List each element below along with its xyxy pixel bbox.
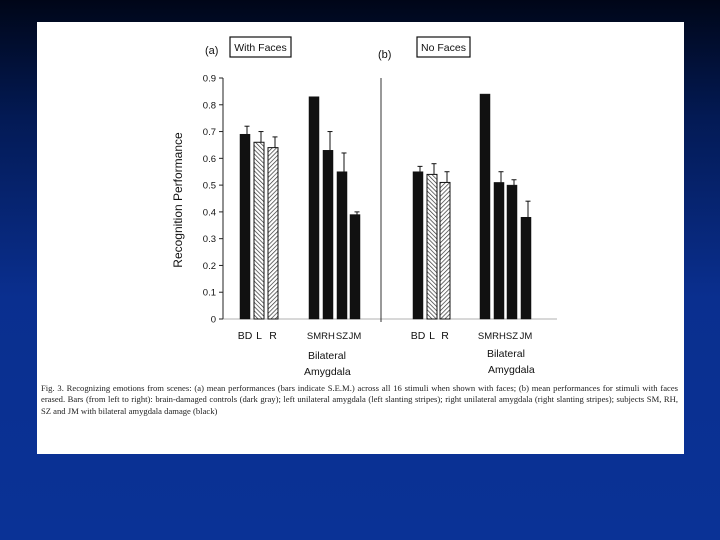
panel-b-title: No Faces: [421, 42, 466, 54]
y-tick-label: 0: [211, 315, 216, 326]
x-tick-label-sm: SM: [307, 331, 321, 342]
bilateral-label-a-line1: Bilateral: [308, 350, 346, 362]
y-tick-label: 0.5: [203, 181, 216, 192]
panel-a-letter: (a): [205, 45, 218, 57]
bar-no-faces-l: [426, 173, 438, 320]
bilateral-label-b-line1: Bilateral: [487, 348, 525, 360]
x-tick-label-r: R: [441, 330, 449, 342]
x-tick-label-sz: SZ: [506, 331, 518, 342]
x-tick-label-bd: BD: [411, 330, 426, 342]
y-tick-label: 0.1: [203, 288, 216, 299]
x-tick-label-l: L: [429, 330, 435, 342]
bar-with-faces-rh: [322, 150, 334, 320]
panel-b-letter: (b): [378, 49, 391, 61]
x-tick-label-rh: RH: [492, 331, 506, 342]
bilateral-label-a-line2: Amygdala: [304, 366, 351, 378]
bar-with-faces-sz: [336, 171, 348, 320]
slide-panel: (a) With Faces (b) No Faces Recognition …: [37, 22, 684, 454]
bar-with-faces-l: [253, 141, 265, 320]
x-tick-label-l: L: [256, 330, 262, 342]
x-tick-label-sz: SZ: [336, 331, 348, 342]
bar-no-faces-r: [439, 181, 451, 320]
y-tick-label: 0.8: [203, 100, 216, 111]
bilateral-label-b-line2: Amygdala: [488, 364, 535, 376]
x-tick-label-jm: JM: [520, 331, 533, 342]
y-tick-label: 0.3: [203, 234, 216, 245]
bar-no-faces-rh: [493, 182, 505, 320]
bar-chart: (a) With Faces (b) No Faces Recognition …: [171, 36, 557, 378]
x-tick-label-rh: RH: [321, 331, 335, 342]
x-tick-label-r: R: [269, 330, 277, 342]
bar-with-faces-jm: [349, 214, 361, 320]
bar-with-faces-r: [267, 147, 279, 320]
x-tick-label-bd: BD: [238, 330, 253, 342]
bar-with-faces-sm: [308, 96, 320, 320]
x-tick-label-jm: JM: [349, 331, 362, 342]
panel-a-title: With Faces: [234, 42, 287, 54]
y-tick-label: 0.9: [203, 74, 216, 85]
panel-b-title-box: [416, 36, 471, 58]
figure-caption: Fig. 3. Recognizing emotions from scenes…: [41, 383, 678, 416]
panel-a-title-box: [229, 36, 292, 58]
bar-no-faces-bd: [412, 171, 424, 320]
bar-no-faces-sz: [506, 184, 518, 320]
bar-no-faces-jm: [520, 216, 532, 320]
y-axis-label: Recognition Performance: [171, 132, 185, 268]
y-tick-label: 0.6: [203, 154, 216, 165]
bar-with-faces-bd: [239, 133, 251, 320]
bar-no-faces-sm: [479, 93, 491, 320]
y-tick-label: 0.4: [203, 207, 216, 218]
y-tick-label: 0.2: [203, 261, 216, 272]
x-tick-label-sm: SM: [478, 331, 492, 342]
y-tick-label: 0.7: [203, 127, 216, 138]
